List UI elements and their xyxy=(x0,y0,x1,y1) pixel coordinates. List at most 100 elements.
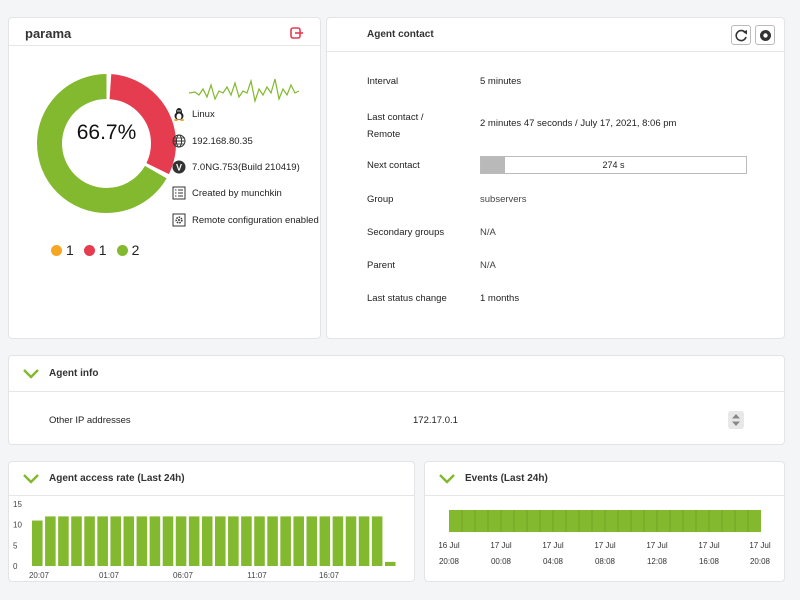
x-tick-label: 16:07 xyxy=(319,571,340,580)
legend-normal: 2 xyxy=(116,242,139,258)
access-bar xyxy=(188,516,200,566)
access-bar xyxy=(136,516,148,566)
creator-row: Created by munchkin xyxy=(172,186,282,200)
access-bar xyxy=(358,516,370,566)
activity-sparkline xyxy=(189,78,299,104)
linux-icon xyxy=(174,108,184,121)
chevron-down-icon xyxy=(439,473,455,484)
agent-contact-card: Agent contact Interval 5 minutes Last co… xyxy=(326,17,785,339)
progress-fill xyxy=(481,157,505,173)
x-tick-date: 17 Jul xyxy=(542,541,564,550)
up-down-arrows-icon xyxy=(732,414,740,426)
last-status-change-value: 1 months xyxy=(480,293,520,304)
secondary-groups-value: N/A xyxy=(480,227,496,238)
agent-name: parama xyxy=(25,26,72,41)
x-tick-time: 12:08 xyxy=(647,557,668,566)
x-tick-date: 17 Jul xyxy=(646,541,668,550)
agent-info-title: Agent info xyxy=(49,368,99,379)
agent-summary-card: parama 66.7% 1 1 2 Linux 192.168.80.3 xyxy=(8,17,321,339)
x-tick-date: 17 Jul xyxy=(490,541,512,550)
logout-icon[interactable] xyxy=(290,27,304,39)
x-tick-label: 11:07 xyxy=(247,571,267,580)
x-tick-date: 17 Jul xyxy=(698,541,720,550)
os-row: Linux xyxy=(172,107,215,121)
access-bar xyxy=(123,516,135,566)
x-tick-date: 17 Jul xyxy=(594,541,616,550)
interval-label: Interval xyxy=(367,76,399,87)
access-bar xyxy=(345,516,357,566)
globe-icon xyxy=(172,134,186,148)
access-bar xyxy=(84,516,95,566)
access-bar xyxy=(71,516,82,566)
svg-text:V: V xyxy=(176,163,182,173)
y-tick-label: 0 xyxy=(13,562,18,571)
access-bar xyxy=(201,516,213,566)
next-contact-progress: 274 s xyxy=(480,156,747,174)
legend-critical: 1 xyxy=(83,242,107,258)
parent-label: Parent xyxy=(367,260,395,271)
last-status-change-label: Last status change xyxy=(367,293,447,304)
next-contact-value: 274 s xyxy=(602,160,625,170)
access-rate-chart: 15 10 5 0 20:07 01:07 06:07 11:07 16:07 xyxy=(13,500,396,580)
events-chart: 16 Jul 20:08 17 Jul 00:08 17 Jul 04:08 17 Jul 0… xyxy=(438,510,771,566)
next-contact-label: Next contact xyxy=(367,160,420,171)
gear-icon xyxy=(172,213,186,227)
group-value: subservers xyxy=(480,194,527,205)
interval-value: 5 minutes xyxy=(480,76,522,87)
ip-row: 192.168.80.35 xyxy=(172,134,253,148)
events-title: Events (Last 24h) xyxy=(465,473,548,484)
ip-list-scroller[interactable] xyxy=(728,411,744,429)
access-bar xyxy=(162,516,174,566)
y-tick-label: 10 xyxy=(13,521,22,530)
force-check-button[interactable] xyxy=(755,25,775,45)
events-header[interactable]: Events (Last 24h) xyxy=(425,462,784,496)
x-tick-time: 20:08 xyxy=(439,557,460,566)
access-bar xyxy=(110,516,121,566)
refresh-button[interactable] xyxy=(731,25,751,45)
access-rate-card: Agent access rate (Last 24h) 15 10 5 0 20:07… xyxy=(8,461,415,582)
y-tick-label: 15 xyxy=(13,500,22,509)
donut-segment-ok xyxy=(37,74,176,213)
access-rate-header[interactable]: Agent access rate (Last 24h) xyxy=(9,462,414,496)
x-tick-time: 00:08 xyxy=(491,557,512,566)
access-bar xyxy=(371,516,383,566)
x-tick-time: 04:08 xyxy=(543,557,564,566)
access-bar xyxy=(228,516,239,566)
x-tick-time: 16:08 xyxy=(699,557,720,566)
access-bar xyxy=(58,516,69,566)
agent-contact-title: Agent contact xyxy=(367,29,434,40)
version-row: V 7.0NG.753(Build 210419) xyxy=(172,160,300,174)
agent-info-card: Agent info Other IP addresses 172.17.0.1 xyxy=(8,355,785,445)
access-bar xyxy=(97,516,108,566)
access-bar xyxy=(254,516,265,566)
access-bar xyxy=(384,561,396,566)
donut-segment-critical xyxy=(37,74,176,213)
x-tick-date: 17 Jul xyxy=(749,541,771,550)
access-bar xyxy=(332,516,344,566)
access-bar xyxy=(306,516,318,566)
target-icon xyxy=(759,29,771,41)
access-bar xyxy=(280,516,291,566)
chevron-down-icon xyxy=(23,473,39,484)
other-ip-value: 172.17.0.1 xyxy=(413,415,458,426)
access-bar xyxy=(319,516,331,566)
refresh-icon xyxy=(734,29,747,41)
x-tick-label: 20:07 xyxy=(29,571,50,580)
access-bar xyxy=(241,516,252,566)
x-tick-time: 08:08 xyxy=(595,557,616,566)
x-tick-date: 16 Jul xyxy=(438,541,460,550)
remote-config-row: Remote configuration enabled xyxy=(172,213,319,227)
x-tick-label: 06:07 xyxy=(173,571,194,580)
y-tick-label: 5 xyxy=(13,541,18,550)
list-icon xyxy=(172,186,186,200)
access-bar xyxy=(267,516,278,566)
chevron-down-icon xyxy=(23,368,39,379)
parent-value: N/A xyxy=(480,260,496,271)
access-bar xyxy=(175,516,187,566)
agent-info-header[interactable]: Agent info xyxy=(9,356,784,392)
events-card: Events (Last 24h) 16 Jul 20:08 17 Jul 00:08… xyxy=(424,461,785,582)
access-bar xyxy=(45,516,56,566)
access-bar xyxy=(215,516,226,566)
other-ip-label: Other IP addresses xyxy=(49,415,131,426)
access-rate-title: Agent access rate (Last 24h) xyxy=(49,473,185,484)
